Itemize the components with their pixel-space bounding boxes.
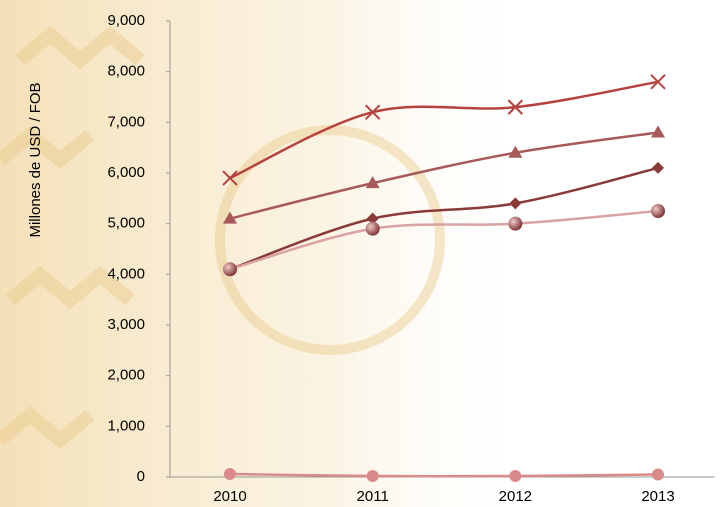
x-tick-label: 2010	[213, 488, 246, 505]
y-tick-label: 2,000	[107, 367, 145, 384]
background-pattern	[0, 25, 445, 450]
marker	[508, 216, 523, 231]
marker	[366, 212, 379, 225]
marker	[507, 99, 524, 115]
series-line	[229, 131, 659, 220]
x-tick-label: 2011	[357, 488, 389, 505]
marker	[223, 211, 237, 224]
x-tick-label: 2012	[499, 488, 532, 505]
marker	[509, 469, 522, 482]
y-tick-label: 6,000	[107, 164, 145, 181]
marker	[650, 74, 666, 90]
marker	[652, 468, 665, 481]
y-tick-label: 0	[137, 468, 145, 485]
marker	[364, 104, 381, 120]
y-tick-label: 7,000	[107, 113, 145, 130]
marker	[651, 125, 666, 138]
y-tick-label: 5,000	[107, 215, 145, 232]
x-tick-label: 2013	[641, 488, 674, 505]
y-tick-label: 9,000	[107, 12, 145, 29]
marker	[652, 161, 665, 174]
marker	[651, 204, 666, 218]
marker	[366, 469, 379, 482]
marker	[508, 145, 523, 158]
series-line	[229, 166, 659, 271]
y-tick-label: 3,000	[107, 316, 145, 333]
marker	[365, 221, 380, 236]
y-tick-label: 4,000	[107, 265, 145, 282]
marker	[222, 170, 238, 186]
marker	[223, 262, 237, 277]
y-tick-label: 8,000	[107, 63, 145, 80]
y-axis-label: Millones de USD / FOB	[27, 82, 44, 237]
marker	[224, 467, 236, 480]
marker	[365, 176, 380, 189]
series-line	[229, 472, 659, 478]
marker	[509, 197, 522, 210]
y-tick-label: 1,000	[107, 417, 145, 434]
series-line	[229, 80, 659, 180]
series-line	[229, 209, 659, 271]
